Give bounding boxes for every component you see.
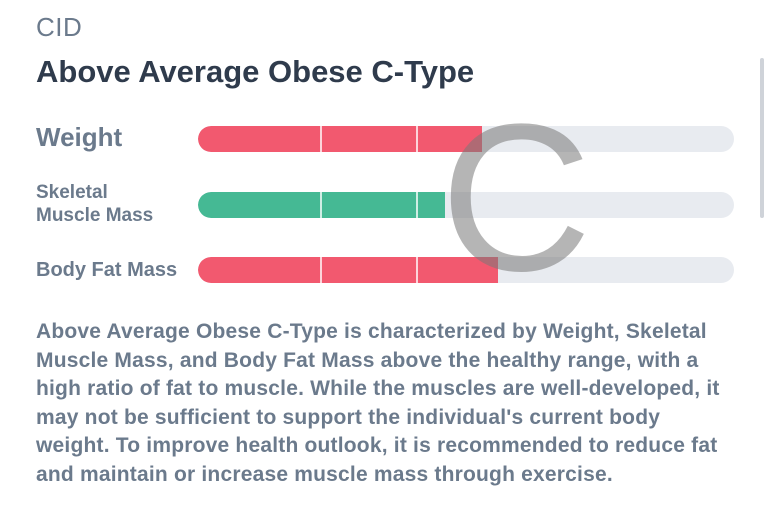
section-label: CID bbox=[36, 12, 83, 42]
scrollbar[interactable] bbox=[760, 58, 764, 218]
body-type-title: Above Average Obese C-Type bbox=[36, 54, 475, 89]
bar-divider bbox=[320, 192, 322, 218]
type-description: Above Average Obese C-Type is characteri… bbox=[36, 320, 720, 486]
bar-divider bbox=[416, 192, 418, 218]
skeletal-muscle-mass-label: Skeletal Muscle Mass bbox=[36, 182, 154, 226]
bar-divider bbox=[320, 126, 322, 152]
weight-bar bbox=[198, 126, 734, 152]
body-fat-mass-bar bbox=[198, 257, 734, 283]
body-fat-mass-bar-fill bbox=[198, 257, 499, 283]
weight-label: Weight bbox=[36, 122, 123, 152]
weight-bar-fill bbox=[198, 126, 483, 152]
bar-divider bbox=[416, 126, 418, 152]
body-fat-mass-label: Body Fat Mass bbox=[36, 259, 178, 281]
bar-divider bbox=[320, 257, 322, 283]
skeletal-muscle-mass-bar bbox=[198, 192, 734, 218]
bar-divider bbox=[416, 257, 418, 283]
